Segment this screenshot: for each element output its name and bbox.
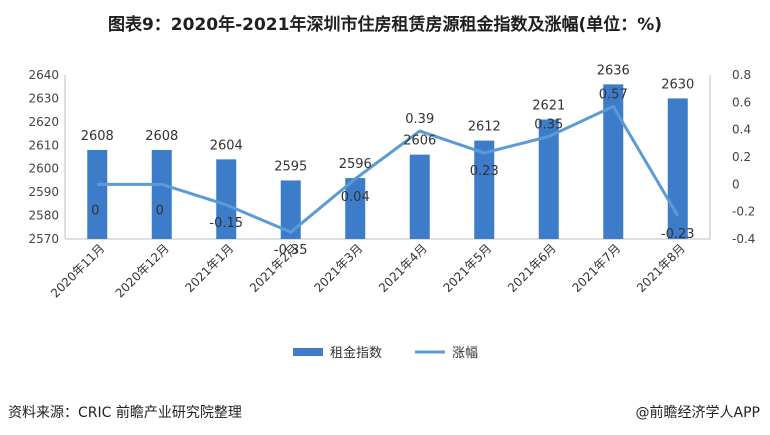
line-data-label: -0.23 <box>661 227 695 242</box>
x-axis-tick-label: 2021年5月 <box>440 241 494 295</box>
bar <box>538 119 559 239</box>
left-axis-tick-label: 2580 <box>28 209 59 223</box>
x-axis-tick-label: 2021年4月 <box>376 241 430 295</box>
line-data-label: -0.15 <box>209 216 243 231</box>
bar-series <box>87 84 688 239</box>
x-axis-tick-label: 2021年8月 <box>634 241 688 295</box>
bar <box>474 140 495 239</box>
line-data-label: 0 <box>91 203 99 218</box>
left-axis-tick-label: 2600 <box>28 162 59 176</box>
bar-data-labels: 2608 2608 2604 2595 2596 2606 2612 2621 2636 2630 <box>81 63 695 174</box>
right-axis-tick-label: -0.4 <box>732 232 755 246</box>
right-axis-tick-label: 0.2 <box>732 150 751 164</box>
left-axis-tick-label: 2640 <box>28 68 59 82</box>
right-axis-tick-label: 0.4 <box>732 123 751 137</box>
bar-data-label: 2606 <box>403 134 436 149</box>
bar-data-label: 2612 <box>468 120 501 135</box>
left-axis-tick-label: 2620 <box>28 115 59 129</box>
left-axis-tick-label: 2570 <box>28 232 59 246</box>
x-axis-tick-label: 2021年6月 <box>505 241 559 295</box>
bar-data-label: 2630 <box>661 77 694 92</box>
source-note: 资料来源：CRIC 前瞻产业研究院整理 <box>8 405 242 421</box>
bar-data-label: 2621 <box>532 99 565 114</box>
x-axis-tick-label: 2021年1月 <box>182 241 236 295</box>
bar-data-label: 2608 <box>145 129 178 144</box>
x-axis-tick-label: 2021年3月 <box>311 241 365 295</box>
bar <box>151 149 172 239</box>
right-axis-tick-label: 0 <box>732 177 740 191</box>
left-axis-tick-label: 2610 <box>28 138 59 152</box>
x-axis-tick-label: 2020年11月 <box>48 241 107 300</box>
bar <box>409 154 430 239</box>
line-data-label: 0.23 <box>470 164 499 179</box>
line-data-label: 0 <box>156 203 164 218</box>
bar <box>603 84 624 239</box>
line-data-label: 0.57 <box>599 87 628 102</box>
left-axis-tick-label: 2590 <box>28 185 59 199</box>
bar-data-label: 2596 <box>339 157 372 172</box>
right-axis-tick-label: -0.2 <box>732 205 755 219</box>
legend-bar-swatch <box>293 348 323 356</box>
bar <box>216 159 237 239</box>
legend-bar-label: 租金指数 <box>330 345 382 361</box>
x-axis-tick-label: 2020年12月 <box>113 241 172 300</box>
legend-line-label: 涨幅 <box>452 346 478 361</box>
bar-data-label: 2608 <box>81 129 114 144</box>
right-axis: -0.4 -0.2 0 0.2 0.4 0.6 0.8 <box>709 68 755 246</box>
bar-data-label: 2636 <box>597 63 630 78</box>
line-data-label: -0.35 <box>274 243 308 258</box>
x-axis-tick-label: 2021年7月 <box>569 241 623 295</box>
bar <box>667 98 688 239</box>
line-series <box>97 104 680 234</box>
right-axis-tick-label: 0.6 <box>732 95 751 109</box>
bar-data-label: 2604 <box>210 138 243 153</box>
line-data-label: 0.39 <box>405 112 434 127</box>
legend: 租金指数 涨幅 <box>293 345 478 361</box>
chart-title: 图表9：2020年-2021年深圳市住房租赁房源租金指数及涨幅(单位：%) <box>107 15 663 35</box>
bar <box>87 149 108 239</box>
credit-note: @前瞻经济学人APP <box>635 405 760 421</box>
line-data-labels: 0 0 -0.15 -0.35 0.04 0.39 0.23 0.35 0.57 -0.23 <box>91 87 694 258</box>
line-data-label: 0.04 <box>341 190 370 205</box>
bar <box>280 180 301 239</box>
right-axis-tick-label: 0.8 <box>732 68 751 82</box>
left-axis-tick-label: 2630 <box>28 91 59 105</box>
left-axis: 2570 2580 2590 2600 2610 2620 2630 2640 <box>28 68 710 246</box>
bar-data-label: 2595 <box>274 159 307 174</box>
x-axis-labels: 2020年11月 2020年12月 2021年1月 2021年2月 2021年3月 202… <box>48 241 688 300</box>
line-data-label: 0.35 <box>534 118 563 133</box>
line-path <box>97 104 680 234</box>
bar <box>345 178 366 239</box>
